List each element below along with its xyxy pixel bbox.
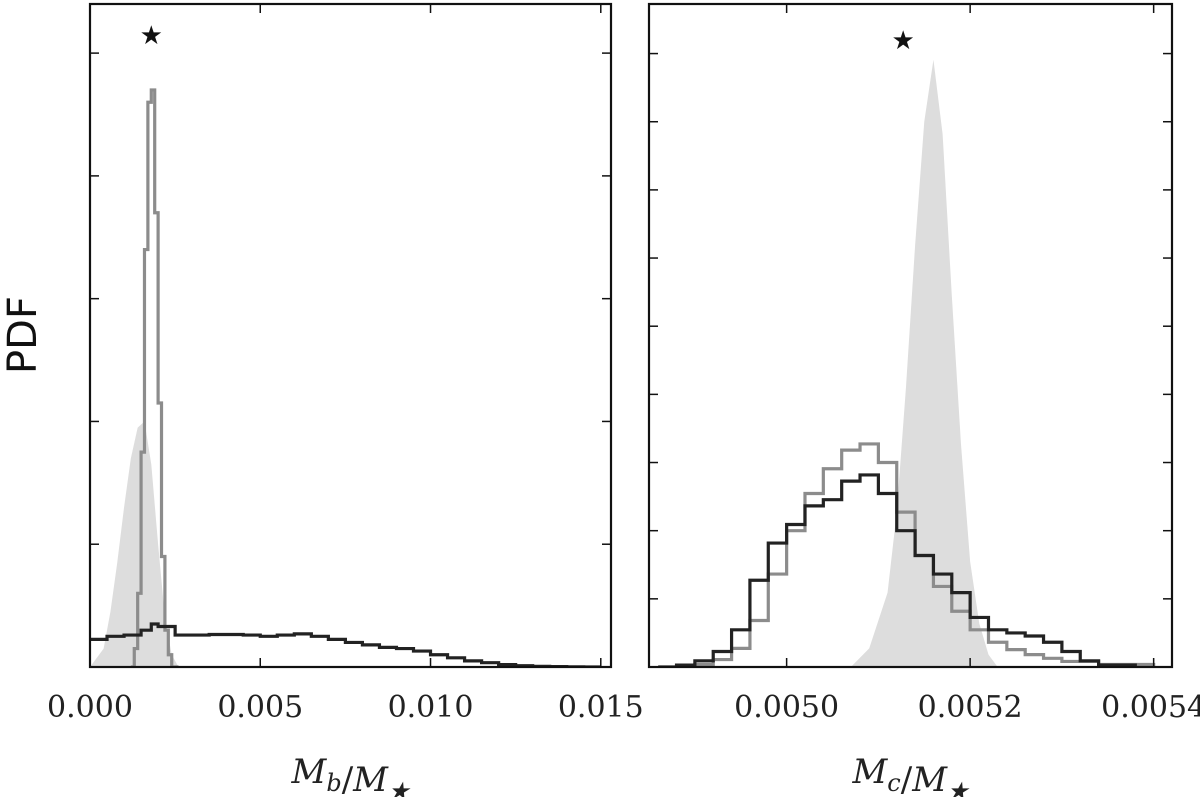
panel-right: 0.0050 0.0052 0.0054 ★ Mc/M★ [647,2,1200,797]
star-marker: ★ [140,21,163,51]
plot-area-right [658,59,1156,667]
x-tick-label: 0.015 [558,690,644,725]
series-gray-left [130,88,179,667]
y-axis-label: PDF [0,296,46,374]
panel-left: 0.000 0.005 0.010 0.015 ★ Mb/M★ [47,2,644,797]
axes-frame-right [647,2,1174,669]
axes-frame-left [88,2,613,669]
x-axis-label: Mc/M★ [851,752,970,797]
series-dark-right [658,473,1137,667]
x-tick-label: 0.005 [217,690,303,725]
series-filled-right [850,59,998,667]
x-axis-label: Mb/M★ [290,752,411,797]
x-tick-label: 0.000 [47,690,133,725]
series-dark-left [90,622,601,667]
x-tick-label: 0.0054 [1101,690,1200,725]
x-tick-label: 0.0050 [734,690,839,725]
x-tick-label: 0.0052 [918,690,1023,725]
x-tick-label: 0.010 [388,690,474,725]
plot-area-left [90,88,601,667]
star-marker: ★ [892,26,915,56]
